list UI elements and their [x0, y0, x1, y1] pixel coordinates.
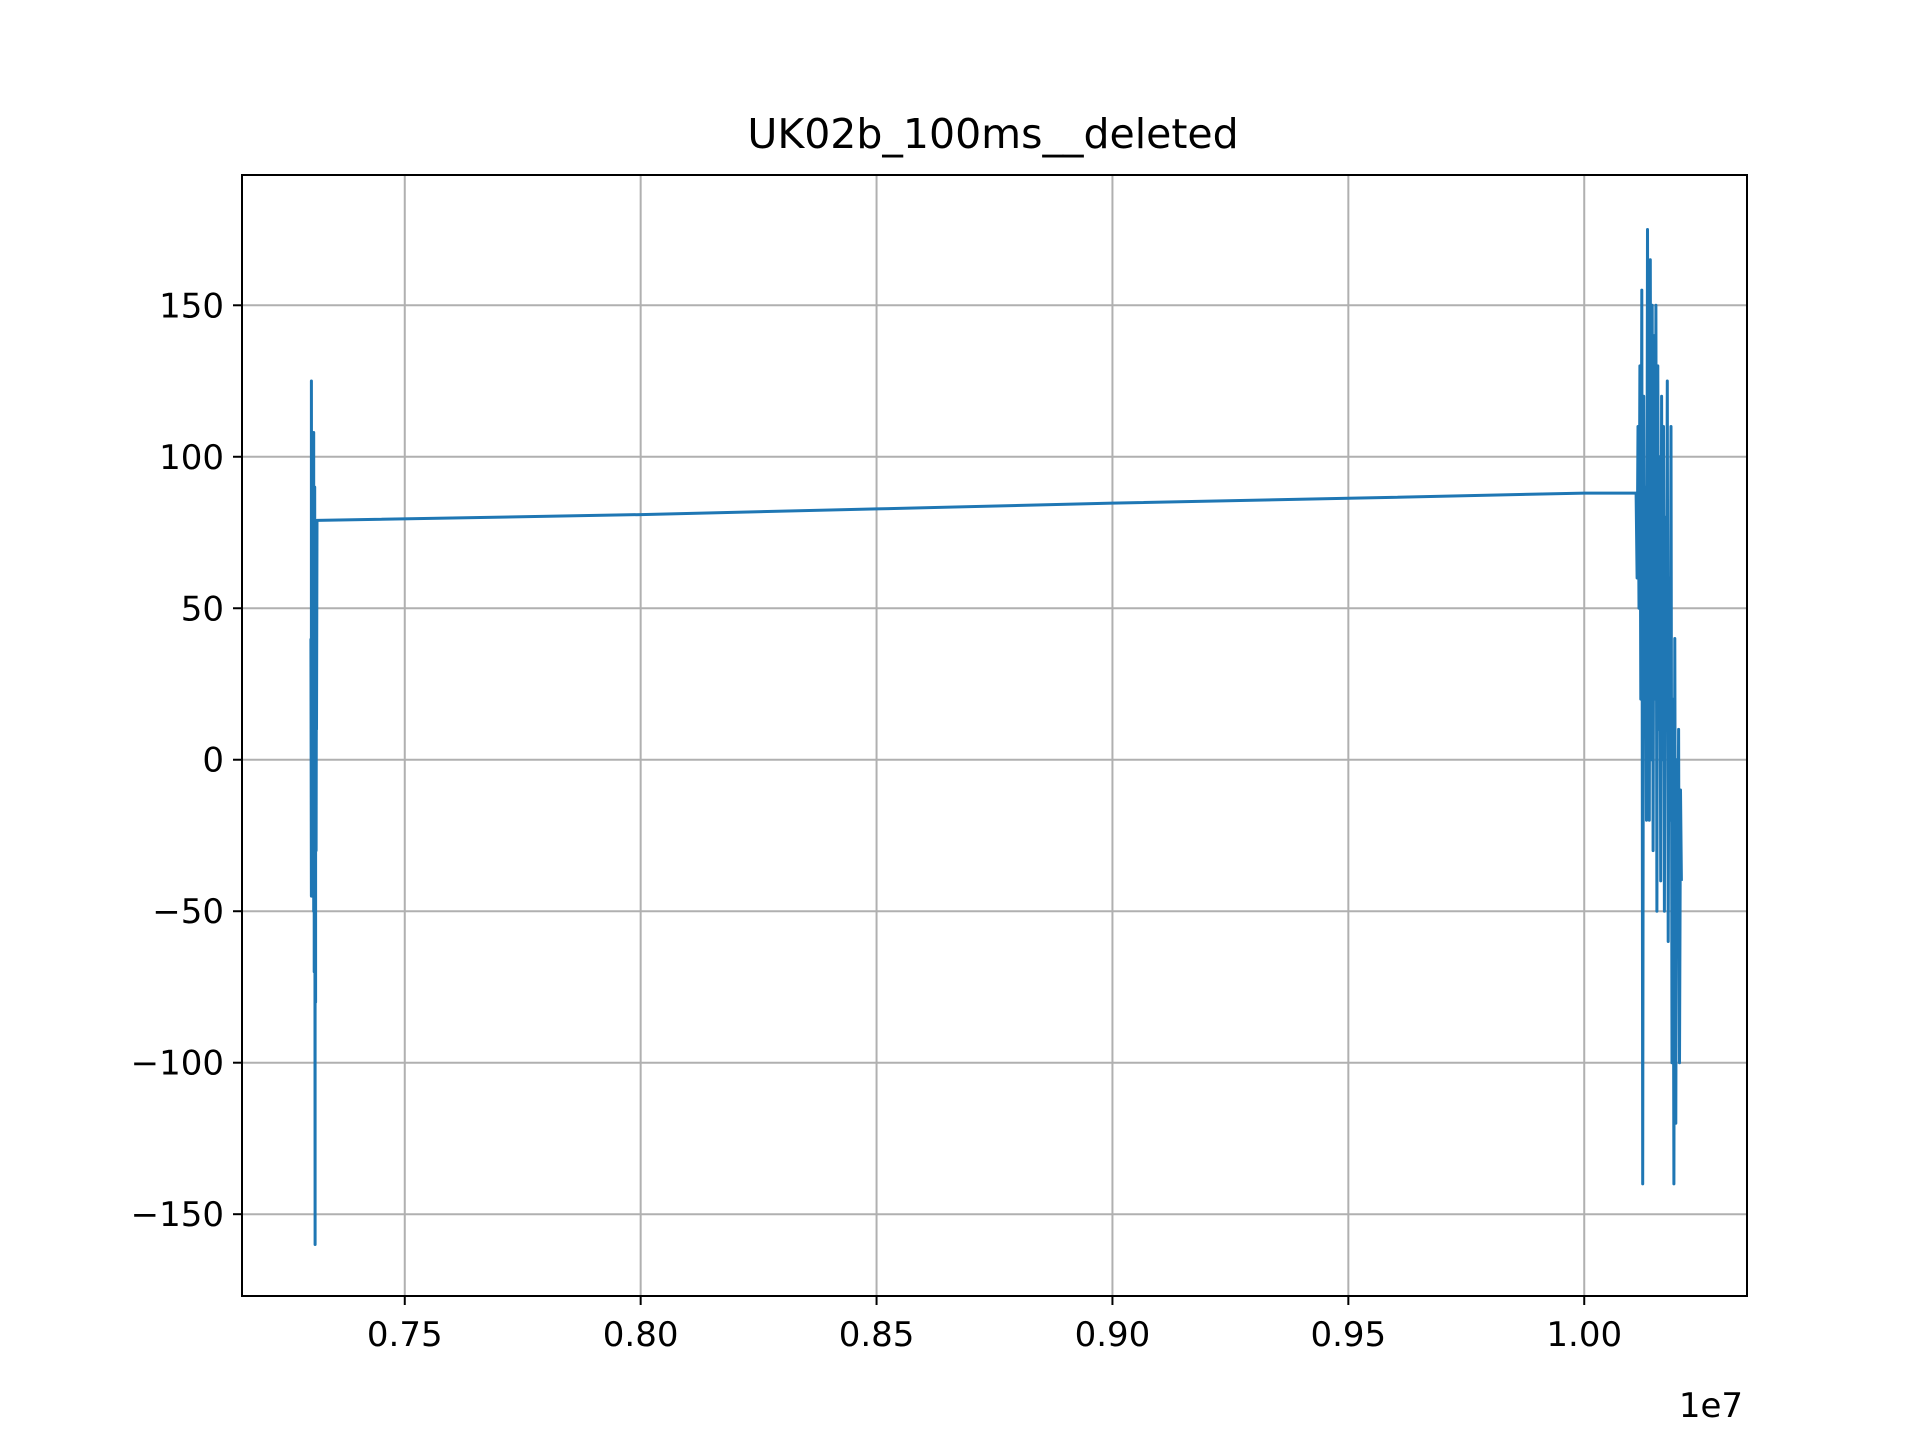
chart-title: UK02b_100ms__deleted: [747, 110, 1238, 158]
x-tick-label: 1.00: [1546, 1315, 1622, 1355]
series-layer: [309, 228, 1683, 1246]
x-axis-offset-label: 1e7: [1679, 1386, 1743, 1426]
x-tick-label: 0.85: [839, 1315, 915, 1355]
y-tick-label: −50: [152, 892, 224, 932]
y-tick-label: 100: [159, 438, 224, 478]
y-tick-label: 150: [159, 286, 224, 326]
y-tick-label: −100: [131, 1044, 224, 1084]
y-axis-ticks: 150 100 50 0 −50 −100 −150: [131, 286, 242, 1235]
x-axis-ticks: 0.75 0.80 0.85 0.90 0.95 1.00: [367, 1296, 1622, 1355]
y-tick-label: 0: [202, 741, 224, 781]
y-tick-label: 50: [181, 589, 224, 629]
plot-frame: [241, 174, 1748, 1297]
series-line: [309, 228, 1683, 1246]
grid-lines: [242, 175, 1747, 1296]
x-tick-label: 0.90: [1075, 1315, 1151, 1355]
x-tick-label: 0.75: [367, 1315, 443, 1355]
y-tick-label: −150: [131, 1195, 224, 1235]
x-tick-label: 0.95: [1310, 1315, 1386, 1355]
x-tick-label: 0.80: [603, 1315, 679, 1355]
